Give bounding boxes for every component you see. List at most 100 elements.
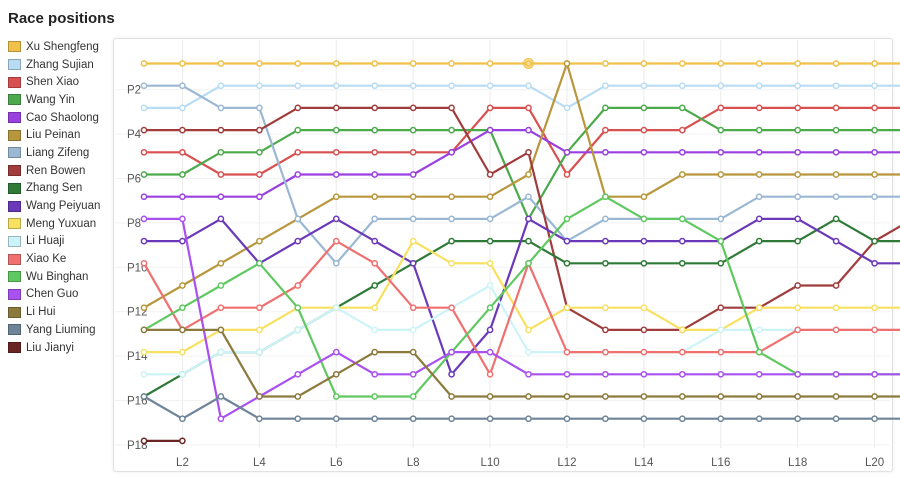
- data-point[interactable]: [525, 126, 532, 134]
- data-point[interactable]: [755, 237, 763, 245]
- data-point[interactable]: [832, 215, 840, 223]
- data-point[interactable]: [832, 193, 840, 201]
- data-point[interactable]: [332, 215, 340, 223]
- data-point[interactable]: [717, 370, 725, 378]
- data-point[interactable]: [678, 148, 686, 156]
- data-point[interactable]: [217, 415, 225, 423]
- data-point[interactable]: [525, 215, 532, 223]
- legend-item[interactable]: Zhang Sen: [8, 180, 114, 198]
- data-point[interactable]: [717, 304, 725, 312]
- data-point[interactable]: [832, 370, 840, 378]
- data-point[interactable]: [217, 60, 225, 67]
- data-point[interactable]: [832, 126, 840, 134]
- data-point[interactable]: [294, 82, 302, 90]
- data-point[interactable]: [217, 148, 225, 156]
- data-point[interactable]: [602, 259, 609, 267]
- data-point[interactable]: [525, 82, 532, 90]
- data-point[interactable]: [409, 348, 417, 356]
- data-point[interactable]: [602, 304, 609, 312]
- data-point[interactable]: [140, 437, 148, 445]
- data-point[interactable]: [256, 148, 263, 156]
- data-point[interactable]: [640, 104, 648, 112]
- data-point[interactable]: [755, 126, 763, 134]
- data-point[interactable]: [602, 193, 609, 201]
- data-point[interactable]: [332, 148, 340, 156]
- data-point[interactable]: [525, 148, 532, 156]
- data-point[interactable]: [448, 215, 455, 223]
- data-point[interactable]: [371, 171, 379, 178]
- data-point[interactable]: [409, 215, 417, 223]
- data-point[interactable]: [486, 370, 494, 378]
- data-point[interactable]: [332, 393, 340, 400]
- data-point[interactable]: [755, 393, 763, 400]
- data-point[interactable]: [832, 171, 840, 178]
- data-point[interactable]: [871, 148, 878, 156]
- data-point[interactable]: [486, 326, 494, 334]
- data-point[interactable]: [602, 237, 609, 245]
- data-point[interactable]: [371, 60, 379, 67]
- data-point[interactable]: [217, 126, 225, 134]
- data-point[interactable]: [294, 126, 302, 134]
- data-point[interactable]: [832, 104, 840, 112]
- data-point[interactable]: [294, 171, 302, 178]
- data-point[interactable]: [717, 171, 725, 178]
- data-point[interactable]: [371, 259, 379, 267]
- legend-item[interactable]: Chen Guo: [8, 286, 114, 304]
- data-point[interactable]: [332, 259, 340, 267]
- data-point[interactable]: [448, 348, 455, 356]
- data-point[interactable]: [179, 126, 186, 134]
- data-point[interactable]: [409, 104, 417, 112]
- data-point[interactable]: [486, 415, 494, 423]
- data-point[interactable]: [217, 393, 225, 400]
- data-point[interactable]: [371, 148, 379, 156]
- data-point[interactable]: [140, 104, 148, 112]
- data-point[interactable]: [871, 393, 878, 400]
- data-point[interactable]: [794, 326, 802, 334]
- data-point[interactable]: [563, 171, 571, 178]
- data-point[interactable]: [217, 326, 225, 334]
- data-point[interactable]: [140, 348, 148, 356]
- data-point[interactable]: [332, 104, 340, 112]
- data-point[interactable]: [640, 60, 648, 67]
- legend-item[interactable]: Meng Yuxuan: [8, 215, 114, 233]
- data-point[interactable]: [179, 437, 186, 445]
- data-point[interactable]: [140, 82, 148, 90]
- legend-item[interactable]: Zhang Sujian: [8, 56, 114, 74]
- data-point[interactable]: [256, 171, 263, 178]
- data-point[interactable]: [371, 82, 379, 90]
- data-point[interactable]: [525, 171, 532, 178]
- data-point[interactable]: [294, 304, 302, 312]
- data-point[interactable]: [486, 215, 494, 223]
- data-point[interactable]: [486, 259, 494, 267]
- data-point[interactable]: [871, 126, 878, 134]
- data-point[interactable]: [179, 215, 186, 223]
- legend-item[interactable]: Xiao Ke: [8, 250, 114, 268]
- data-point[interactable]: [525, 326, 532, 334]
- data-point[interactable]: [371, 237, 379, 245]
- data-point[interactable]: [794, 193, 802, 201]
- data-point[interactable]: [794, 393, 802, 400]
- legend-item[interactable]: Li Huaji: [8, 233, 114, 251]
- data-point[interactable]: [563, 348, 571, 356]
- data-point[interactable]: [525, 393, 532, 400]
- data-point[interactable]: [140, 148, 148, 156]
- data-point[interactable]: [486, 171, 494, 178]
- data-point[interactable]: [486, 304, 494, 312]
- data-point[interactable]: [755, 370, 763, 378]
- data-point[interactable]: [640, 415, 648, 423]
- data-point[interactable]: [602, 82, 609, 90]
- data-point[interactable]: [602, 148, 609, 156]
- data-point[interactable]: [678, 259, 686, 267]
- data-point[interactable]: [525, 348, 532, 356]
- data-point[interactable]: [832, 237, 840, 245]
- data-point[interactable]: [448, 259, 455, 267]
- data-point[interactable]: [794, 215, 802, 223]
- data-point[interactable]: [871, 104, 878, 112]
- data-point[interactable]: [525, 237, 532, 245]
- data-point[interactable]: [140, 393, 148, 400]
- data-point[interactable]: [640, 259, 648, 267]
- data-point[interactable]: [371, 104, 379, 112]
- legend-item[interactable]: Yang Liuming: [8, 321, 114, 339]
- data-point[interactable]: [140, 215, 148, 223]
- data-point[interactable]: [448, 60, 455, 67]
